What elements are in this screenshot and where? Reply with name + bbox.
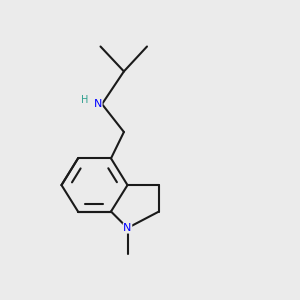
Text: N: N [123, 223, 132, 233]
Text: H: H [81, 94, 88, 105]
Text: N: N [94, 99, 102, 109]
